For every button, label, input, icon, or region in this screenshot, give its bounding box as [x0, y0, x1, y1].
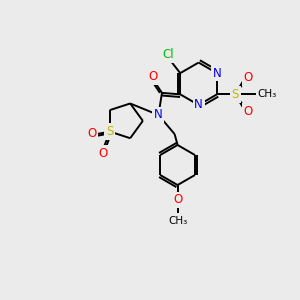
Text: O: O	[87, 128, 96, 140]
Text: O: O	[243, 71, 253, 84]
Text: N: N	[213, 67, 221, 80]
Text: CH₃: CH₃	[168, 216, 187, 226]
Text: S: S	[106, 125, 113, 138]
Text: O: O	[148, 70, 158, 83]
Text: S: S	[232, 88, 239, 101]
Text: O: O	[173, 193, 182, 206]
Text: N: N	[154, 109, 163, 122]
Text: CH₃: CH₃	[258, 89, 277, 99]
Text: N: N	[194, 98, 203, 111]
Text: Cl: Cl	[163, 48, 174, 61]
Text: O: O	[243, 105, 253, 118]
Text: O: O	[99, 147, 108, 160]
